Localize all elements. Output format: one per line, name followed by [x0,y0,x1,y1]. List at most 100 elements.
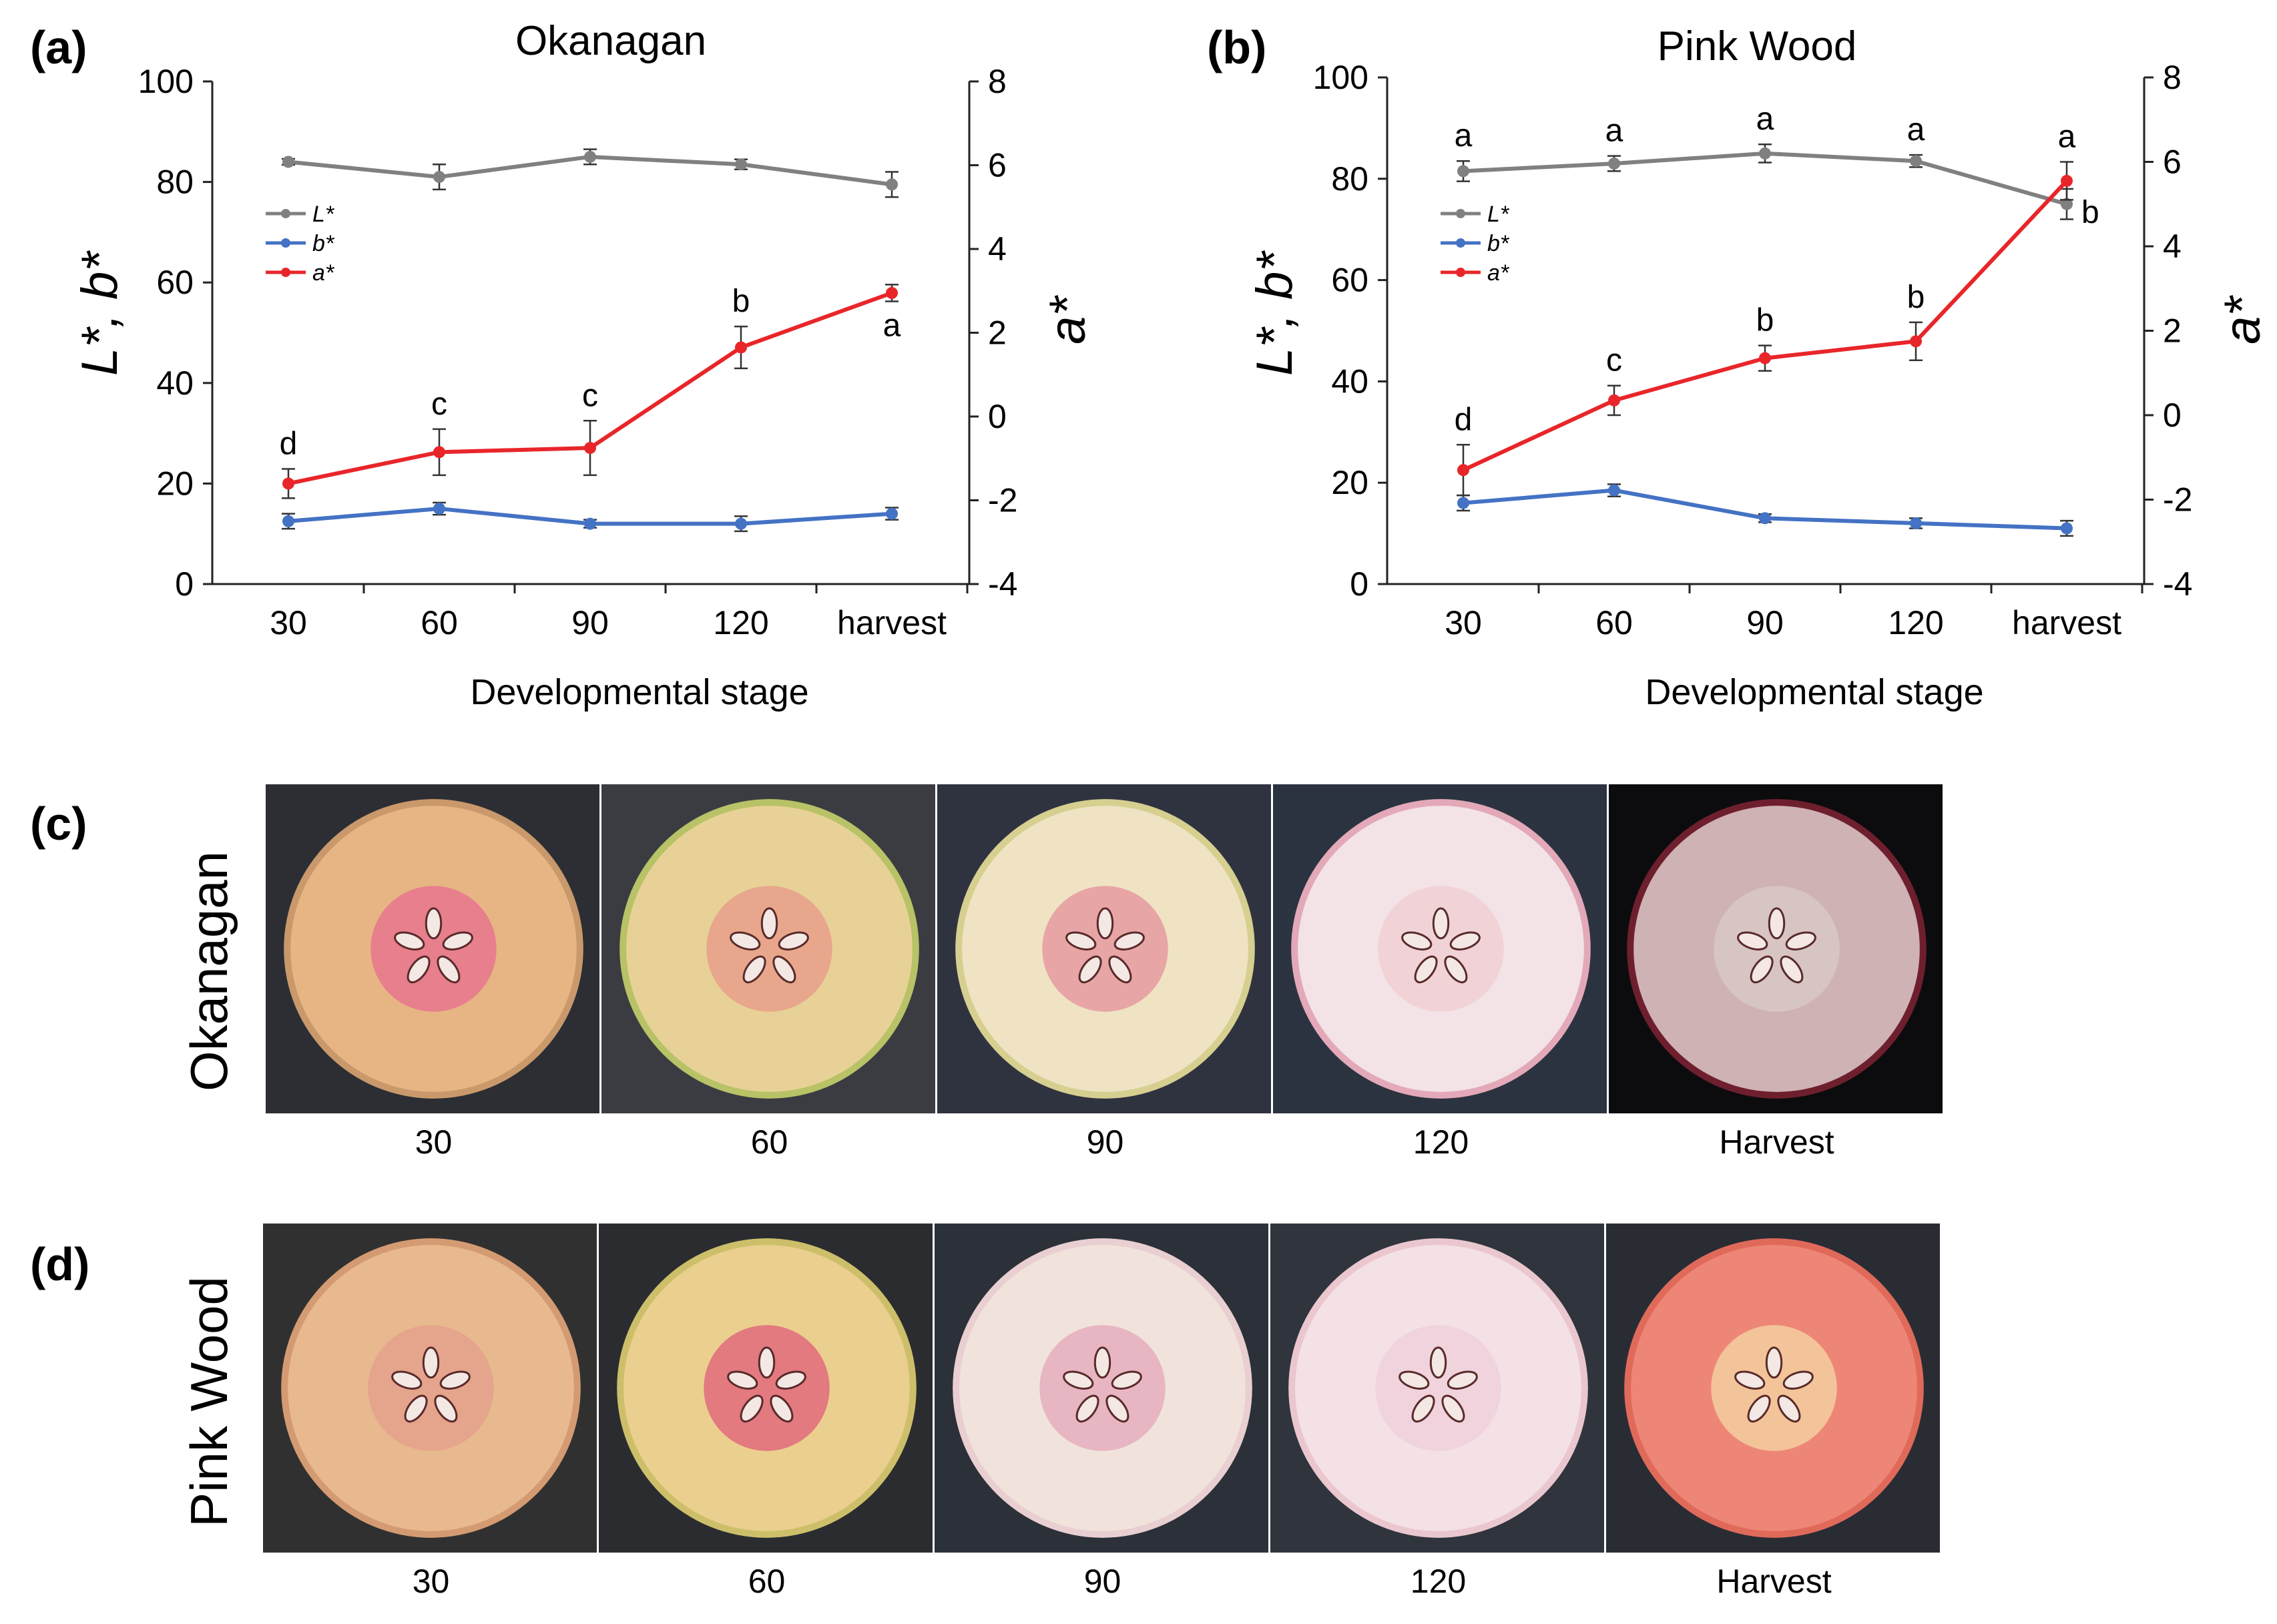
x-tick-label: 120 [713,604,768,641]
data-point [2061,522,2073,535]
photo-stage-label: 90 [1084,1563,1121,1600]
x-tick-label: 30 [270,604,307,641]
right-y-tick-label: 8 [2163,59,2182,96]
seed-icon [1734,1370,1766,1390]
significance-letter: c [431,386,447,422]
apple-core [704,1325,830,1451]
data-point [1759,512,1771,525]
seed-icon [404,1394,428,1423]
data-point [2061,198,2073,210]
legend-label: a* [312,260,335,286]
series-a-star: d c c b a [280,284,901,499]
data-point [282,515,294,527]
seed-icon [437,955,461,984]
left-y-tick-label: 40 [156,364,194,402]
seed-icon [1444,955,1468,984]
data-point [1759,147,1771,160]
x-tick-label: 60 [1595,604,1633,641]
right-y-axis-label: a* [2214,295,2271,344]
data-point [1608,484,1620,497]
x-tick-label: 30 [1445,604,1482,641]
seed-icon [439,1370,471,1390]
apple-photo: 120 [1273,784,1607,1161]
left-y-tick-label: 20 [1331,464,1368,501]
series-b-star [1457,483,2073,537]
seed-icon [1065,931,1097,951]
seed-icon [434,1394,458,1423]
series-b-star [282,501,899,533]
series-a-star: d c b b a [1455,119,2076,497]
data-point [886,178,898,191]
apple-core [706,886,832,1012]
chart-title: Pink Wood [1658,23,1857,69]
seed-icon [1105,1394,1129,1423]
left-y-tick-label: 60 [156,264,194,301]
significance-letter: a [883,308,901,343]
data-point [1457,464,1469,477]
seed-icon [758,1346,776,1379]
data-point [886,286,898,299]
data-point [886,507,898,520]
left-y-tick-label: 100 [1313,59,1368,96]
data-point [1608,158,1620,170]
seed-icon [1063,1370,1094,1390]
seed-icon [1096,907,1114,940]
x-axis-label: Developmental stage [470,672,808,712]
left-y-tick-label: 0 [175,565,194,603]
apple-core [1711,1325,1837,1451]
data-point [1759,352,1771,364]
legend-item: L* [1441,202,1510,227]
seed-icon [1075,1394,1099,1423]
data-point [1457,165,1469,178]
chart-okanagan: Okanagan Developmental stage L*, b* a* 0… [71,18,1096,712]
legend-marker [281,238,290,248]
panel-label-c: (c) [30,798,87,850]
data-point [584,517,596,530]
significance-letter: b [732,284,750,319]
legend-label: b* [1487,231,1510,256]
right-y-tick-label: 4 [2163,228,2182,265]
chart-title: Okanagan [515,18,706,64]
legend-label: L* [1487,202,1510,227]
seed-icon [742,955,766,984]
row-label: Pink Wood [180,1276,238,1527]
significance-letter: a [1756,101,1774,137]
x-tick-label: 90 [571,604,609,641]
legend-marker [1456,268,1465,277]
seed-icon [1765,1346,1783,1379]
seed-icon [1411,1394,1435,1423]
right-y-tick-label: -4 [2163,565,2192,603]
seed-icon [391,1370,423,1390]
series-L-star [282,148,899,198]
data-point [1910,517,1922,529]
photo-stage-label: 120 [1411,1563,1466,1600]
x-tick-label: 60 [421,604,458,641]
right-y-tick-label: 6 [988,147,1007,184]
seed-icon [1111,1370,1142,1390]
legend-item: b* [1441,231,1510,256]
x-tick-label: 90 [1746,604,1784,641]
seed-icon [778,931,809,951]
data-point [584,150,596,163]
seed-icon [407,955,431,984]
right-y-tick-label: -4 [988,565,1017,603]
data-point [584,442,596,455]
right-y-tick-label: -2 [2163,481,2192,519]
right-y-tick-label: 4 [988,230,1007,268]
apple-core [368,1325,494,1451]
left-y-tick-label: 20 [156,465,194,502]
photo-stage-label: 60 [748,1563,786,1600]
seed-icon [1449,931,1481,951]
right-y-tick-label: 2 [988,314,1007,352]
apple-photo: 120 [1270,1224,1604,1600]
legend-item: L* [266,202,335,227]
significance-letter: a [1907,112,1925,148]
right-y-tick-label: 0 [988,398,1007,435]
apple-core [1375,1325,1501,1451]
right-y-tick-label: 8 [988,63,1007,100]
data-point [1457,497,1469,509]
data-point [735,158,747,171]
photo-stage-label: 60 [751,1123,788,1161]
significance-letter: d [280,426,298,461]
